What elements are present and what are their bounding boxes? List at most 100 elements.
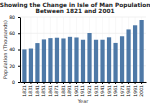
- tick-label: 1931: [93, 85, 98, 97]
- tick: 60: [9, 31, 20, 36]
- tick-mark: [18, 33, 20, 34]
- tick-mark: [115, 82, 116, 84]
- tick-label: 1861: [48, 85, 53, 97]
- tick-label: 80: [9, 15, 15, 20]
- tick: 1951: [107, 82, 112, 97]
- bar: [42, 39, 46, 82]
- tick: 1851: [41, 82, 46, 97]
- tick-mark: [83, 82, 84, 84]
- subtitle: Between 1821 and 2001: [36, 8, 115, 14]
- tick-label: 1981: [126, 85, 131, 97]
- tick-mark: [109, 82, 110, 84]
- tick-mark: [128, 82, 129, 84]
- bar: [29, 49, 33, 82]
- tick-mark: [43, 82, 44, 84]
- bars: [22, 20, 143, 82]
- tick-mark: [122, 82, 123, 84]
- tick-mark: [37, 82, 38, 84]
- tick: 80: [9, 15, 20, 20]
- tick: 1981: [126, 82, 131, 97]
- tick-mark: [89, 82, 90, 84]
- tick: 1891: [67, 82, 72, 97]
- tick-label: 1901: [74, 85, 79, 97]
- y-axis-title: Population (Thousands): [2, 20, 9, 79]
- tick: 1941: [100, 82, 105, 97]
- tick-mark: [102, 82, 103, 84]
- x-axis-title: Year: [77, 98, 90, 104]
- tick-mark: [56, 82, 57, 84]
- tick-label: 1971: [120, 85, 125, 97]
- tick: 2001: [139, 82, 144, 97]
- bar: [107, 37, 111, 82]
- tick: 1821: [22, 82, 27, 97]
- bar: [55, 38, 59, 82]
- bar: [120, 36, 124, 82]
- tick-mark: [69, 82, 70, 84]
- tick-label: 1841: [35, 85, 40, 97]
- tick-mark: [30, 82, 31, 84]
- grid: [20, 17, 146, 82]
- bar: [139, 20, 143, 82]
- tick: 1961: [113, 82, 118, 97]
- tick: 1971: [120, 82, 125, 97]
- bar: [61, 38, 65, 82]
- tick-mark: [18, 17, 20, 18]
- tick-label: 1941: [100, 85, 105, 97]
- tick-label: 1881: [61, 85, 66, 97]
- plot: 1821183118411851186118711881189119011911…: [9, 15, 146, 97]
- tick: 20: [9, 64, 20, 69]
- bar: [48, 38, 52, 82]
- tick-label: 1951: [107, 85, 112, 97]
- tick-mark: [63, 82, 64, 84]
- bar: [35, 43, 39, 82]
- tick-label: 1991: [133, 85, 138, 97]
- axis-line: [21, 82, 147, 83]
- tick-mark: [18, 50, 20, 51]
- tick: 1881: [61, 82, 66, 97]
- x-axis: 1821183118411851186118711881189119011911…: [21, 82, 147, 97]
- tick: 1871: [54, 82, 59, 97]
- tick: 1901: [74, 82, 79, 97]
- tick-label: 40: [9, 47, 15, 52]
- tick-label: 1831: [28, 85, 33, 97]
- tick-label: 1821: [22, 85, 27, 97]
- tick-label: 1921: [87, 85, 92, 97]
- bar: [22, 49, 26, 82]
- bar: [68, 37, 72, 82]
- tick: 1861: [48, 82, 53, 97]
- tick-label: 20: [9, 64, 15, 69]
- tick: 1931: [93, 82, 98, 97]
- tick-label: 1961: [113, 85, 118, 97]
- tick-label: 2001: [139, 85, 144, 97]
- bar: [87, 33, 91, 82]
- tick-mark: [135, 82, 136, 84]
- tick-mark: [50, 82, 51, 84]
- tick-mark: [96, 82, 97, 84]
- tick: 1831: [28, 82, 33, 97]
- bar: [100, 40, 104, 82]
- tick: 1991: [133, 82, 138, 97]
- chart: 1821183118411851186118711881189119011911…: [0, 0, 150, 105]
- bar: [113, 43, 117, 82]
- tick-mark: [24, 82, 25, 84]
- bar: [133, 25, 137, 82]
- axis-line: [20, 18, 21, 83]
- tick: 1921: [87, 82, 92, 97]
- tick: 0: [12, 80, 20, 85]
- tick-label: 1891: [67, 85, 72, 97]
- bar: [126, 29, 130, 82]
- tick-mark: [18, 82, 20, 83]
- tick-mark: [18, 66, 20, 67]
- bar: [81, 40, 85, 82]
- bar: [74, 37, 78, 82]
- tick: 1841: [35, 82, 40, 97]
- bar: [94, 40, 98, 82]
- tick-label: 1911: [80, 85, 85, 97]
- tick: 40: [9, 47, 20, 52]
- tick-label: 0: [12, 80, 15, 85]
- y-axis: 0 20 40 60 80: [9, 15, 20, 85]
- tick-label: 60: [9, 31, 15, 36]
- tick-mark: [141, 82, 142, 84]
- tick: 1911: [80, 82, 85, 97]
- tick-label: 1851: [41, 85, 46, 97]
